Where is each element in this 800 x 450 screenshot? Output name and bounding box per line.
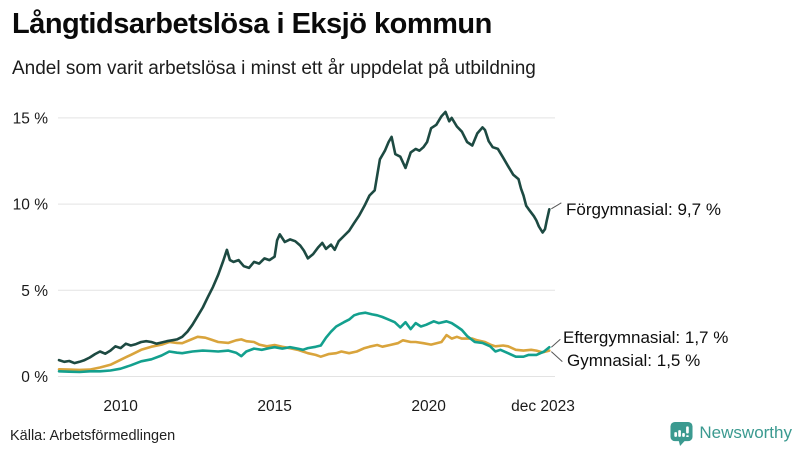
y-axis-tick-label: 10 %: [13, 197, 49, 214]
brand-name: Newsworthy: [699, 423, 792, 442]
line-chart: 0 % 5 % 10 % 15 % 2010 2015 2020 dec 2023 Gymnas…: [13, 110, 729, 415]
brand-lockup: Newsworthy: [670, 419, 792, 447]
x-axis-tick-label: 2010: [103, 398, 138, 415]
series-end-label-eftergymnasial: Eftergymnasial: 1,7 %: [563, 328, 728, 347]
x-axis-tick-label: dec 2023: [511, 398, 575, 415]
y-axis-tick-label: 0 %: [21, 369, 48, 386]
page-title: Långtidsarbetslösa i Eksjö kommun: [12, 8, 492, 40]
series-end-label-förgymnasial: Förgymnasial: 9,7 %: [566, 200, 721, 219]
x-axis-tick-label: 2015: [257, 398, 291, 415]
y-axis-tick-label: 5 %: [21, 283, 48, 300]
leader-line-förgymnasial: [551, 202, 562, 210]
newsworthy-logo-icon: [670, 421, 693, 446]
chart-subtitle: Andel som varit arbetslösa i minst ett å…: [12, 58, 536, 79]
x-axis-tick-label: 2020: [411, 398, 446, 415]
series-end-label-gymnasial: Gymnasial: 1,5 %: [567, 351, 700, 370]
source-note: Källa: Arbetsförmedlingen: [10, 428, 176, 444]
series-line-eftergymnasial: [57, 311, 551, 374]
leader-line-eftergymnasial: [551, 338, 561, 348]
y-axis-tick-label: 15 %: [13, 110, 49, 127]
leader-line-gymnasial: [550, 351, 563, 363]
series-line-förgymnasial: [57, 110, 551, 365]
series-line-gymnasial: [57, 333, 551, 372]
